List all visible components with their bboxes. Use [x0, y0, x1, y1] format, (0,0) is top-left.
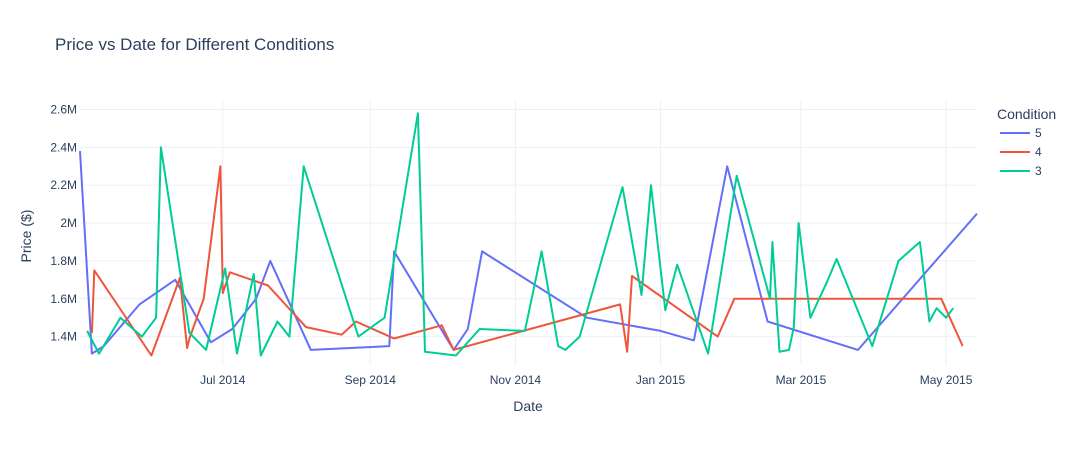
legend-title: Condition [997, 106, 1056, 122]
series-line-condition-4 [90, 165, 964, 357]
chart-title: Price vs Date for Different Conditions [55, 35, 334, 54]
y-tick-label: 2M [60, 216, 77, 230]
x-tick-label: Jul 2014 [200, 373, 246, 387]
y-tick-label: 1.8M [50, 254, 77, 268]
y-axis-ticks: 1.4M 1.6M 1.8M 2M 2.2M 2.4M 2.6M [50, 102, 77, 343]
x-tick-label: Nov 2014 [490, 373, 542, 387]
y-tick-label: 2.6M [50, 102, 77, 116]
legend-label-4: 4 [1035, 145, 1042, 159]
x-axis-title: Date [513, 398, 543, 414]
x-tick-label: May 2015 [920, 373, 973, 387]
x-tick-label: Sep 2014 [345, 373, 397, 387]
grid-lines [80, 100, 977, 365]
x-tick-label: Jan 2015 [636, 373, 686, 387]
y-tick-label: 2.2M [50, 178, 77, 192]
legend-items: 5 4 3 [1000, 126, 1042, 178]
y-tick-label: 1.4M [50, 330, 77, 344]
series-lines [79, 112, 978, 357]
legend-label-5: 5 [1035, 126, 1042, 140]
x-tick-label: Mar 2015 [776, 373, 827, 387]
series-line-condition-3 [86, 112, 955, 357]
x-axis-ticks: Jul 2014 Sep 2014 Nov 2014 Jan 2015 Mar 2015… [200, 373, 973, 387]
y-tick-label: 1.6M [50, 292, 77, 306]
y-tick-label: 2.4M [50, 140, 77, 154]
series-line-condition-5 [79, 151, 978, 355]
legend: Condition 5 4 3 [997, 106, 1056, 178]
y-axis-title: Price ($) [18, 210, 34, 263]
legend-label-3: 3 [1035, 164, 1042, 178]
